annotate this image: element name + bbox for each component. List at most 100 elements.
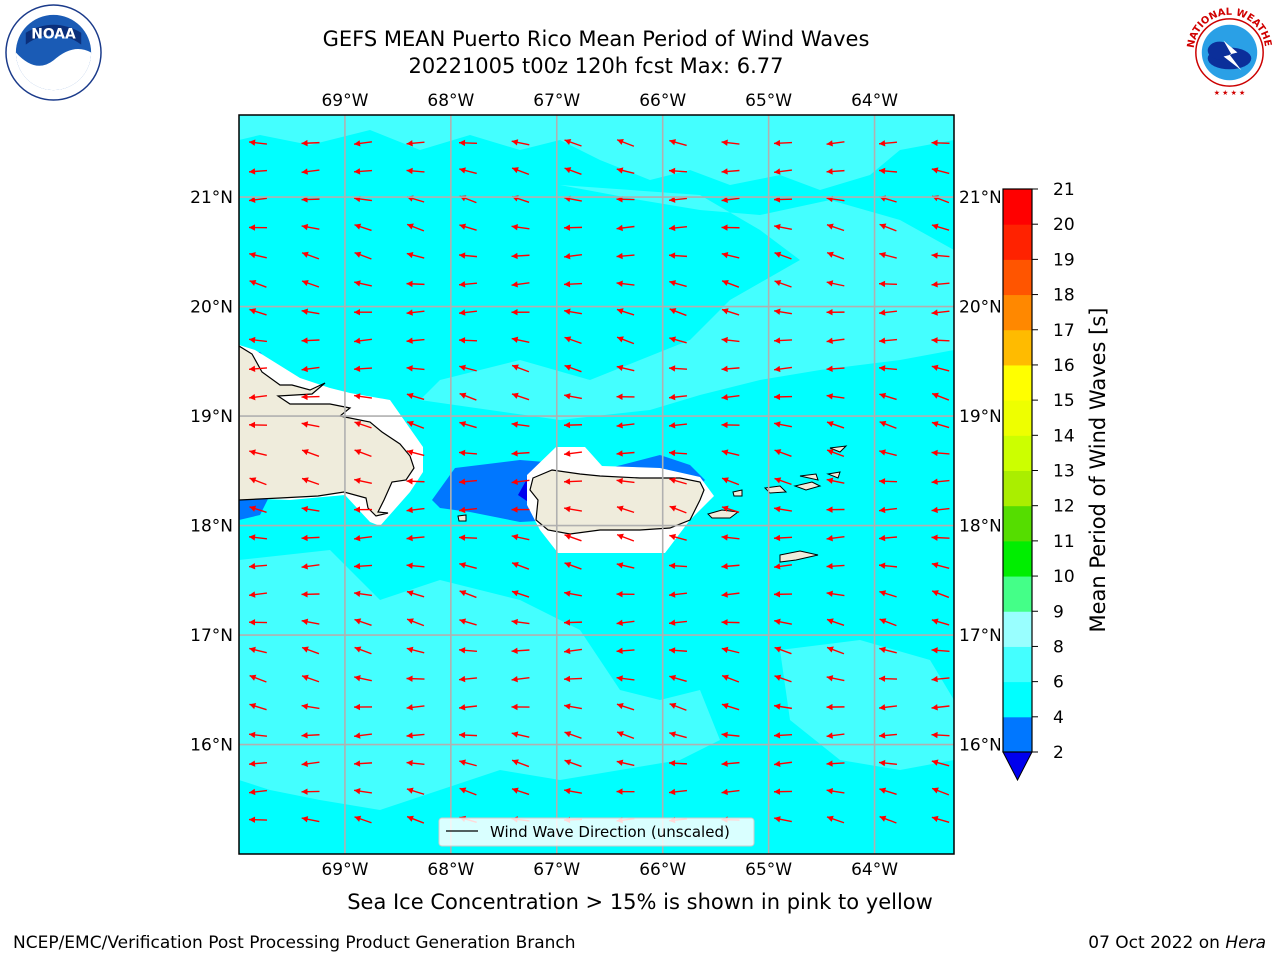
wind-arrow bbox=[721, 224, 740, 231]
lon-tick-label: 65°W bbox=[745, 860, 792, 880]
wind-arrow bbox=[721, 534, 740, 541]
nws-logo: NATIONAL WEATHER SERVICE ★ ★ ★ ★ bbox=[1180, 1, 1273, 97]
wind-arrow bbox=[301, 308, 320, 315]
wind-arrow bbox=[826, 562, 845, 570]
wind-arrow bbox=[301, 618, 320, 625]
colorbar-box bbox=[1003, 259, 1032, 296]
wind-arrow bbox=[616, 252, 635, 260]
wind-arrow bbox=[353, 703, 373, 711]
wind-arrow bbox=[931, 647, 950, 654]
lat-ticks-right: 21°N 20°N 19°N 18°N 17°N 16°N bbox=[959, 188, 1000, 755]
lat-tick-label: 19°N bbox=[190, 407, 233, 427]
wind-arrow bbox=[878, 534, 898, 542]
wind-arrow bbox=[878, 337, 898, 344]
wind-arrow bbox=[826, 703, 845, 711]
wind-arrow bbox=[669, 533, 687, 541]
wind-arrow bbox=[406, 280, 425, 288]
wind-arrow bbox=[931, 815, 950, 823]
wind-arrow bbox=[459, 787, 477, 796]
wind-arrow bbox=[931, 787, 950, 796]
wind-arrow bbox=[249, 674, 267, 683]
wind-arrow bbox=[931, 675, 950, 683]
wind-arrow bbox=[459, 364, 477, 372]
wind-arrow bbox=[668, 619, 688, 626]
footer-host: Hera bbox=[1225, 933, 1266, 953]
wind-arrow bbox=[721, 139, 740, 146]
wind-arrow bbox=[458, 704, 478, 711]
wind-arrow bbox=[878, 167, 898, 175]
wind-arrow bbox=[721, 449, 740, 457]
lon-ticks-top: 69°W 68°W 67°W 66°W 65°W 64°W bbox=[321, 91, 898, 111]
wind-arrow bbox=[669, 731, 687, 739]
wind-arrow bbox=[458, 281, 478, 288]
footer-date: 07 Oct 2022 on Hera bbox=[1088, 933, 1266, 953]
lat-tick-label: 16°N bbox=[190, 736, 233, 756]
wind-arrow bbox=[354, 421, 372, 429]
wind-arrow bbox=[721, 646, 740, 654]
lat-tick-label: 20°N bbox=[959, 298, 1000, 318]
wind-arrow bbox=[931, 478, 950, 485]
lat-tick-label: 18°N bbox=[190, 517, 233, 537]
st-croix-island bbox=[779, 550, 819, 563]
wind-arrow bbox=[879, 223, 897, 232]
chart-subtitle: 20221005 t00z 120h fcst Max: 6.77 bbox=[408, 54, 784, 78]
wind-arrow bbox=[774, 449, 792, 457]
wind-arrow bbox=[406, 787, 425, 795]
contour-6-8-area bbox=[780, 640, 954, 770]
wind-arrow bbox=[564, 138, 582, 147]
wind-arrow bbox=[406, 337, 425, 344]
wind-arrow bbox=[511, 590, 530, 598]
wind-arrow bbox=[406, 646, 425, 654]
wind-arrow bbox=[878, 478, 898, 485]
wind-arrow bbox=[826, 309, 845, 316]
wind-arrow bbox=[931, 252, 950, 259]
colorbar-box bbox=[1003, 329, 1032, 366]
wind-arrow bbox=[878, 675, 898, 682]
wind-arrow bbox=[406, 167, 425, 175]
colorbar-box bbox=[1003, 681, 1032, 718]
wind-arrow bbox=[563, 647, 583, 655]
wind-arrow bbox=[563, 675, 583, 683]
wind-arrow bbox=[301, 449, 320, 457]
wind-arrow bbox=[931, 449, 950, 457]
colorbar-box bbox=[1003, 294, 1032, 331]
wind-arrow bbox=[563, 450, 583, 457]
wind-arrow bbox=[669, 505, 687, 514]
wind-arrow bbox=[721, 251, 740, 259]
wind-arrow bbox=[511, 139, 530, 146]
wind-arrow bbox=[511, 421, 530, 428]
wind-arrow bbox=[511, 703, 530, 711]
wind-arrow bbox=[721, 421, 740, 429]
wind-arrow bbox=[406, 140, 425, 147]
wind-arrow bbox=[669, 674, 687, 682]
wind-arrow bbox=[248, 196, 268, 203]
colorbar-tick-label: 2 bbox=[1053, 743, 1064, 763]
wind-arrow bbox=[931, 281, 950, 288]
wind-arrow bbox=[248, 591, 268, 598]
wind-arrow bbox=[773, 760, 793, 767]
wind-arrow bbox=[878, 140, 898, 147]
wind-arrow bbox=[459, 223, 477, 231]
wind-arrow bbox=[249, 251, 267, 259]
wind-arrow bbox=[773, 393, 793, 401]
wind-arrow bbox=[826, 140, 845, 147]
colorbar-box bbox=[1003, 224, 1032, 260]
wind-arrow bbox=[878, 280, 898, 288]
wind-arrow bbox=[826, 590, 845, 597]
colorbar-label: Mean Period of Wind Waves [s] bbox=[1086, 308, 1110, 633]
colorbar-tick-label: 16 bbox=[1053, 356, 1075, 376]
wind-arrow bbox=[511, 618, 530, 626]
wind-arrow bbox=[721, 731, 740, 739]
lon-tick-label: 69°W bbox=[321, 860, 368, 880]
wind-arrow bbox=[826, 280, 845, 287]
wind-arrow bbox=[668, 788, 688, 796]
culebra-island bbox=[732, 489, 743, 497]
wind-arrow bbox=[774, 646, 792, 655]
wind-arrow bbox=[564, 336, 582, 345]
wind-arrow bbox=[459, 167, 477, 175]
wind-arrow bbox=[879, 420, 897, 429]
footer-credit: NCEP/EMC/Verification Post Processing Pr… bbox=[13, 933, 576, 953]
chart-title: GEFS MEAN Puerto Rico Mean Period of Win… bbox=[322, 27, 870, 51]
wind-arrow bbox=[773, 139, 793, 147]
wind-arrow bbox=[616, 167, 635, 174]
